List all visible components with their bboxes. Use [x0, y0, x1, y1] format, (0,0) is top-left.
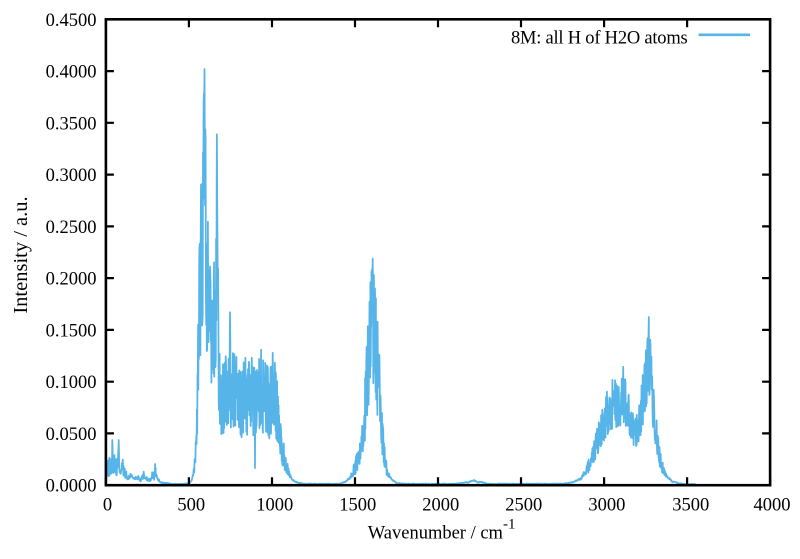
svg-text:0.1000: 0.1000: [46, 373, 97, 393]
svg-text:0.2000: 0.2000: [46, 270, 97, 290]
svg-text:0.3000: 0.3000: [46, 166, 97, 186]
svg-text:2500: 2500: [505, 495, 542, 515]
svg-text:500: 500: [177, 495, 205, 515]
svg-text:0.0000: 0.0000: [46, 477, 97, 497]
svg-text:0.4500: 0.4500: [46, 11, 97, 31]
svg-text:Intensity / a.u.: Intensity / a.u.: [10, 196, 32, 313]
svg-text:1000: 1000: [256, 495, 293, 515]
svg-text:0.2500: 0.2500: [46, 218, 97, 238]
svg-text:3000: 3000: [588, 495, 625, 515]
svg-text:0: 0: [103, 495, 112, 515]
svg-text:0.1500: 0.1500: [46, 321, 97, 341]
svg-text:2000: 2000: [422, 495, 459, 515]
svg-text:0.4000: 0.4000: [46, 63, 97, 83]
svg-text:8M: all H of H2O atoms: 8M: all H of H2O atoms: [511, 29, 688, 49]
svg-text:0.0500: 0.0500: [46, 425, 97, 445]
svg-text:3500: 3500: [672, 495, 709, 515]
svg-text:1500: 1500: [339, 495, 376, 515]
svg-text:0.3500: 0.3500: [46, 114, 97, 134]
svg-text:4000: 4000: [754, 495, 791, 515]
